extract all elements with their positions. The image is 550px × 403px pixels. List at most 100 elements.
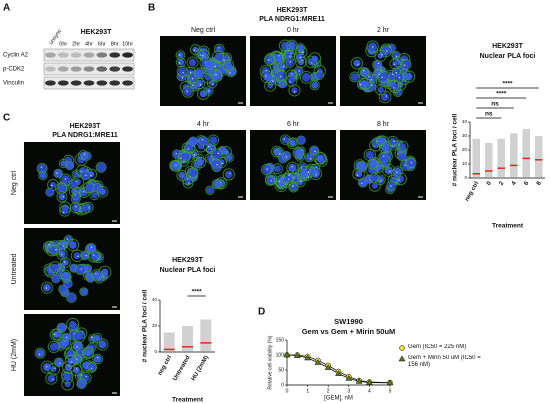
panel-subtitle: PLA NDRG1:MRE11 [259,16,325,23]
cell-nucleus [47,374,56,383]
pla-focus [386,50,388,52]
blot-band [96,80,108,86]
cell-nucleus [195,68,205,78]
pla-focus [372,46,374,48]
cell-nucleus [224,170,233,179]
cell-membrane [211,50,225,63]
cell-membrane [281,150,292,161]
cell-nucleus [401,60,411,69]
cell-membrane [176,65,189,78]
pla-focus [381,76,383,78]
pla-focus [97,356,99,359]
cell-membrane [53,168,64,179]
cell-nucleus [199,136,209,146]
cell-nucleus [212,150,222,159]
cell-nucleus [397,175,405,183]
pla-focus [368,75,370,78]
cell-membrane [86,362,97,372]
cell-nucleus [75,332,83,341]
cell-nucleus [287,41,296,50]
pla-focus [294,91,296,93]
significance-label: ns [485,111,493,118]
cell-nucleus [36,349,45,358]
pla-focus [95,272,97,275]
cell-nucleus [379,72,388,82]
cell-nucleus [301,72,311,82]
pla-focus [90,336,93,338]
pla-focus [76,346,78,348]
pla-focus [56,172,58,174]
cell-nucleus [49,181,57,189]
pla-focus [193,154,196,156]
x-axis-label: [GEM], nM [324,396,353,402]
cell-membrane [222,168,235,181]
image-label: 8 hr [377,121,390,128]
cell-nucleus [398,153,406,161]
panel-label: B [148,3,155,14]
pla-focus [270,179,272,182]
cell-nucleus [195,79,204,88]
panel-title: HEK293T [70,123,101,130]
cell-membrane [222,59,235,72]
pla-focus [90,367,93,370]
pla-focus [192,84,194,86]
pla-focus [186,178,189,180]
blot-band [57,66,69,72]
y-tick-label: 30 [462,133,468,138]
pla-focus [62,195,65,198]
cell-nucleus [291,87,298,94]
data-point [314,359,322,365]
x-tick-label: neg ctrl [464,181,480,203]
cell-nucleus [88,363,96,371]
cell-nucleus [225,154,233,162]
blot-row-label: Cyclin A2 [3,53,29,59]
cell-membrane [48,261,61,274]
cell-membrane [91,269,103,281]
cell-membrane [280,134,291,145]
blot-band [96,66,108,72]
pla-focus [362,69,365,72]
pla-focus [395,72,398,74]
cell-membrane [313,151,327,165]
cell-nucleus [355,170,363,178]
pla-focus [217,152,220,155]
pla-focus [202,54,204,57]
pla-focus [52,378,54,381]
cell-membrane [92,332,103,344]
cell-nucleus [380,92,390,102]
cell-nucleus [178,67,187,76]
cell-nucleus [405,72,413,81]
x-tick-label: 6 [523,180,530,186]
cell-nucleus [282,151,291,161]
cell-nucleus [189,74,197,82]
cell-membrane [70,363,83,377]
cell-nucleus [183,87,193,97]
cell-membrane [56,248,68,260]
pla-focus [83,153,86,155]
data-spread [485,143,493,178]
blot-band [109,66,121,72]
cell-nucleus [188,58,197,67]
pla-focus [390,185,392,187]
cell-nucleus [58,285,67,294]
cell-nucleus [379,153,389,163]
y-tick-label: 0 [464,175,467,180]
pla-focus [377,62,380,65]
blot-title: HEK293T [81,29,112,36]
cell-membrane [304,55,318,68]
pla-focus [393,87,395,89]
cell-nucleus [48,247,55,254]
cell-membrane [309,80,320,91]
cell-nucleus [381,46,391,56]
cell-nucleus [58,193,66,201]
pla-focus [299,56,302,59]
cell-nucleus [98,340,107,349]
cell-nucleus [377,136,385,145]
pla-focus [393,140,395,143]
x-tick-label: 1 [306,388,309,394]
cell-membrane [66,238,80,252]
y-tick-label: 20 [462,147,468,152]
pla-focus [201,139,204,141]
cell-nucleus [178,171,186,179]
